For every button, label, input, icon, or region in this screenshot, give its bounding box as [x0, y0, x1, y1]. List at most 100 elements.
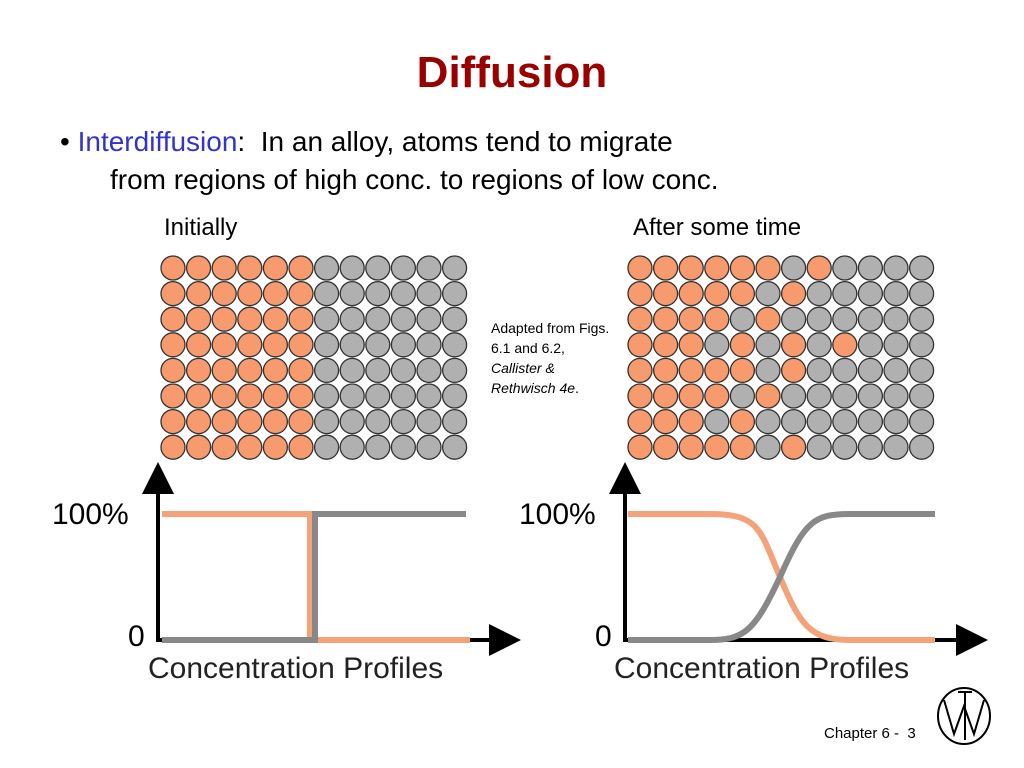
atom: [185, 280, 212, 307]
atom: [883, 434, 909, 460]
atom: [678, 357, 704, 384]
atom: [806, 306, 832, 332]
y-top-label: 100%: [519, 498, 596, 531]
atom: [755, 280, 781, 307]
atom: [339, 332, 365, 358]
atom: [678, 383, 704, 409]
atom: [339, 306, 365, 332]
y-top-label: 100%: [52, 498, 129, 531]
atom: [755, 357, 781, 384]
atom: [652, 332, 679, 358]
atom: [262, 306, 289, 332]
atom: [780, 383, 807, 409]
title: Diffusion: [416, 48, 608, 97]
footer: Chapter 6 - 3: [824, 725, 916, 742]
atom: [832, 357, 858, 384]
atom: [883, 383, 909, 409]
atom: [416, 332, 442, 358]
atom: [390, 408, 417, 435]
atom: [780, 332, 807, 358]
bullet-text: In an alloy, atoms tend to migrate: [260, 126, 673, 157]
atom: [652, 357, 679, 384]
atom: [237, 306, 263, 332]
atom: [652, 434, 679, 460]
atom: [704, 280, 730, 307]
atom: [365, 332, 391, 358]
atom: [365, 408, 391, 435]
atom: [416, 357, 442, 384]
atom: [755, 434, 781, 460]
atom: [806, 280, 832, 307]
atom: [729, 255, 756, 281]
y-bottom-label: 0: [595, 620, 612, 653]
atom: [857, 357, 884, 384]
atom: [211, 280, 237, 307]
atom: [441, 408, 468, 435]
atom: [211, 255, 237, 281]
atom: [780, 280, 807, 307]
atom: [339, 255, 365, 281]
atom: [313, 434, 340, 460]
atom: [262, 434, 289, 460]
atom: [185, 255, 212, 281]
atom: [288, 357, 314, 384]
atom: [857, 408, 884, 435]
atom: [704, 255, 730, 281]
atom: [262, 332, 289, 358]
atom: [704, 357, 730, 384]
atom: [755, 383, 781, 409]
atom: [908, 434, 935, 460]
atom: [806, 383, 832, 409]
footer-chapter: Chapter 6 -: [824, 725, 900, 742]
atom: [339, 280, 365, 307]
atom: [780, 408, 807, 435]
atom: [365, 383, 391, 409]
atom: [678, 332, 704, 358]
atom: [832, 434, 858, 460]
atom: [237, 332, 263, 358]
atom: [313, 357, 340, 384]
atom: [211, 306, 237, 332]
atom: [237, 383, 263, 409]
atom: [678, 280, 704, 307]
y-bottom-label: 0: [128, 620, 145, 653]
atom: [288, 306, 314, 332]
atom: [806, 332, 832, 358]
grid-right: [627, 255, 935, 460]
atom: [806, 434, 832, 460]
bullet-text-line2: from regions of high conc. to regions of…: [110, 164, 719, 195]
atom: [185, 434, 212, 460]
profile-left: [142, 462, 521, 656]
atom: [857, 280, 884, 307]
atom: [390, 434, 417, 460]
atom: [883, 357, 909, 384]
atom: [883, 306, 909, 332]
atom: [313, 332, 340, 358]
atom: [883, 255, 909, 281]
atom: [441, 280, 468, 307]
atom: [832, 255, 858, 281]
atom: [678, 306, 704, 332]
atom: [908, 332, 935, 358]
atom: [365, 357, 391, 384]
atom: [780, 255, 807, 281]
atom: [627, 357, 653, 384]
atom: [339, 357, 365, 384]
atom: [237, 408, 263, 435]
atom: [441, 332, 468, 358]
atom: [237, 255, 263, 281]
atom: [627, 408, 653, 435]
atom: [416, 383, 442, 409]
atom: [627, 383, 653, 409]
atom: [729, 332, 756, 358]
atom: [262, 255, 289, 281]
panel-label: Initially: [164, 214, 238, 241]
atom: [729, 357, 756, 384]
atom: [755, 332, 781, 358]
atom: [288, 280, 314, 307]
atom: [365, 306, 391, 332]
atom: [652, 255, 679, 281]
atom: [678, 434, 704, 460]
